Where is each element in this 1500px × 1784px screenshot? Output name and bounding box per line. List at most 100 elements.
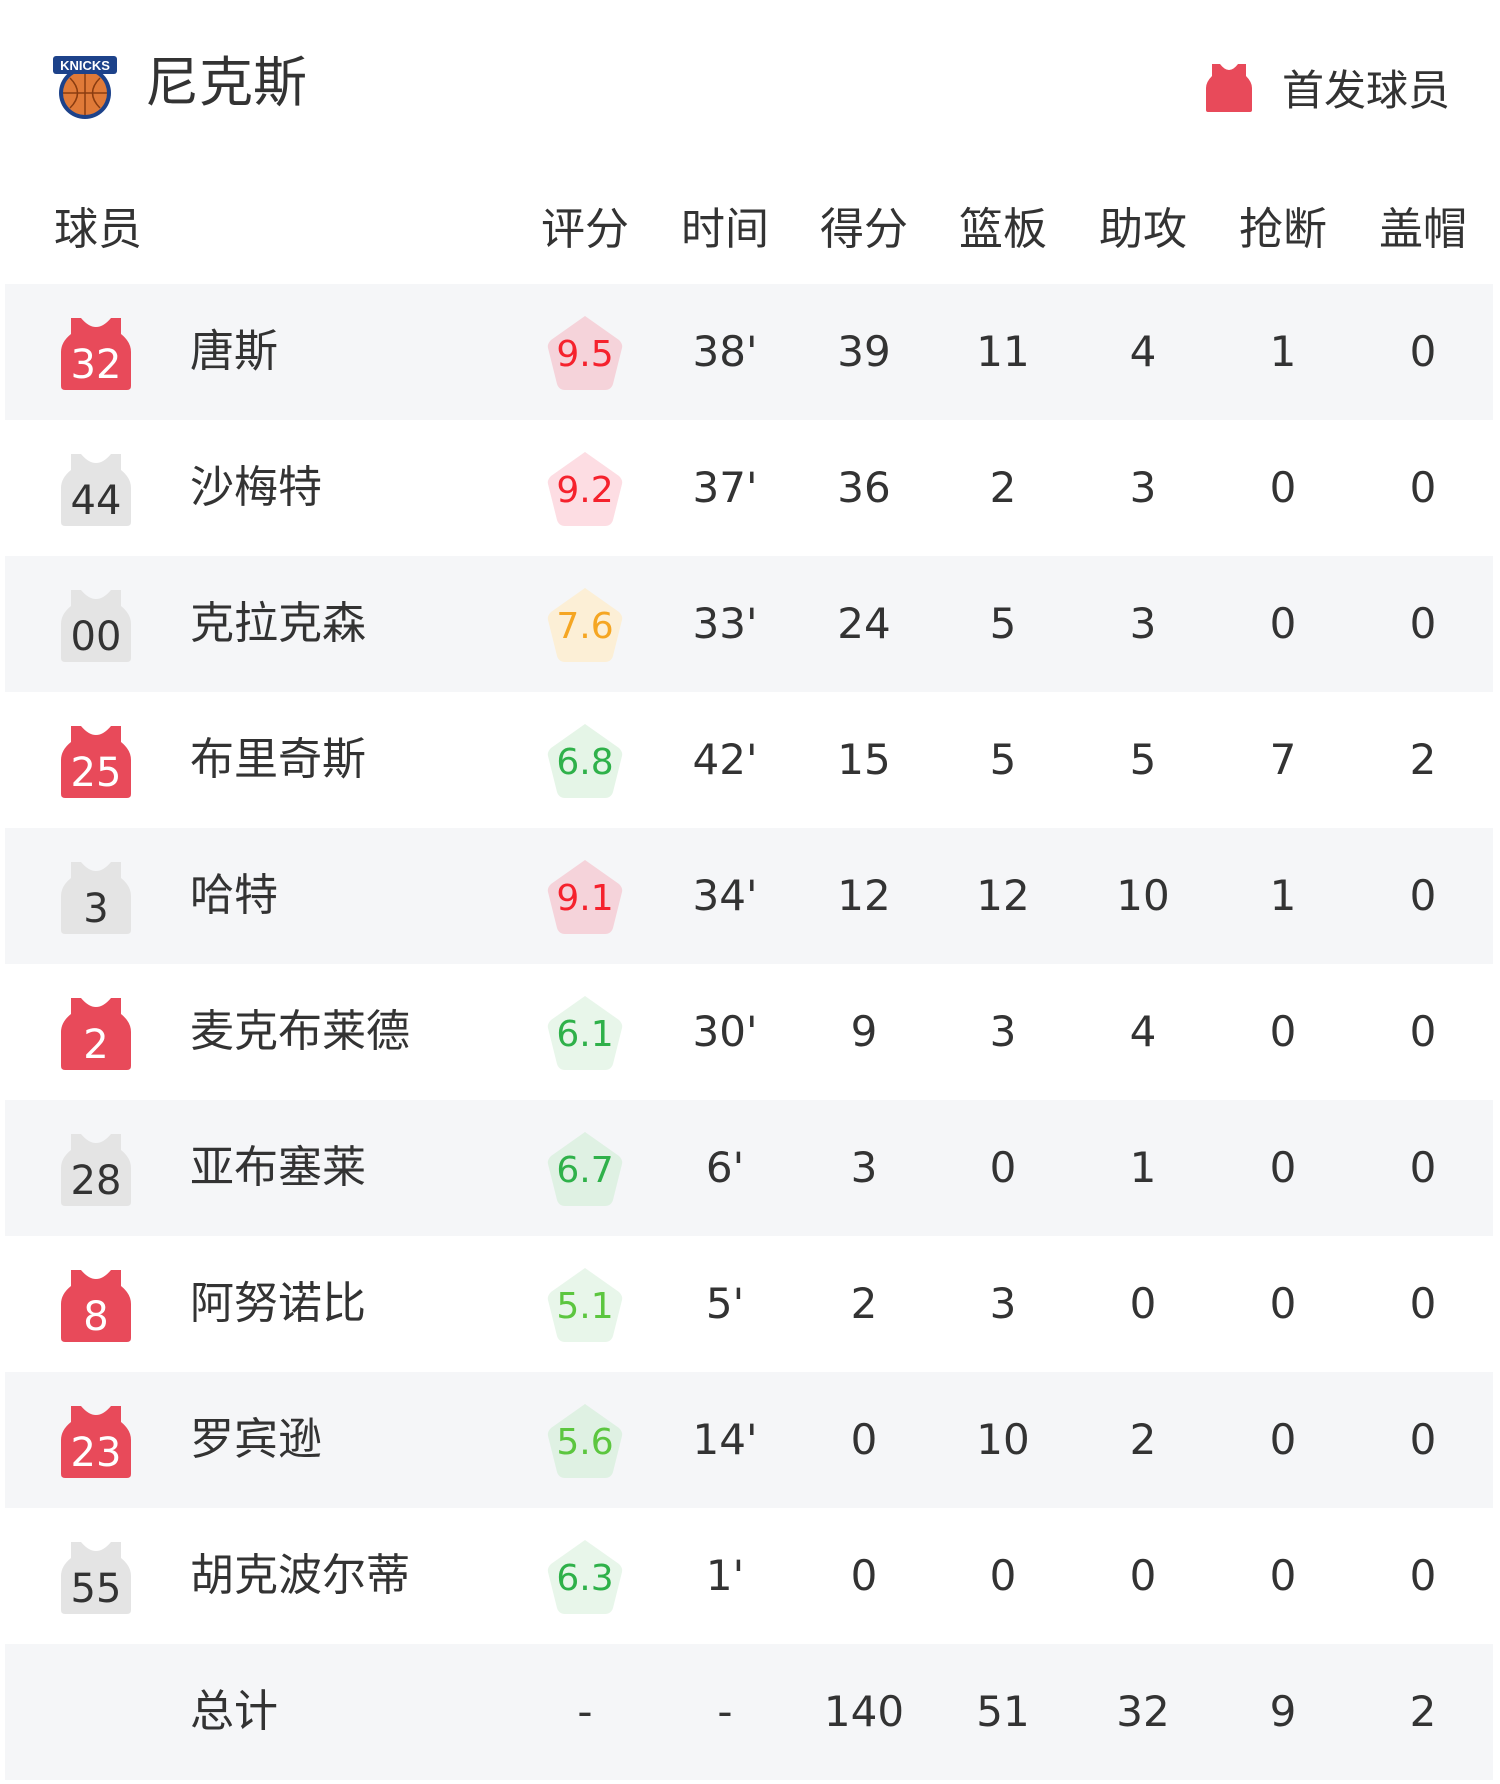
jersey-number: 23 (70, 1430, 122, 1476)
stat-assists: 2 (1129, 1415, 1157, 1464)
col-points[interactable]: 得分 (820, 204, 908, 255)
stat-blocks: 0 (1409, 871, 1437, 920)
rating-value: 6.8 (556, 742, 614, 783)
player-name[interactable]: 布里奇斯 (190, 734, 366, 785)
stat-assists: 5 (1129, 735, 1157, 784)
jersey-icon: 3 (61, 860, 131, 934)
col-time[interactable]: 时间 (681, 204, 769, 255)
jersey-icon: 8 (61, 1268, 131, 1342)
stat-steals: 0 (1269, 599, 1297, 648)
player-row[interactable]: 3 哈特 9.1 34' 12 12 10 1 0 (5, 828, 1493, 964)
stat-blocks: 0 (1409, 1415, 1437, 1464)
player-row[interactable]: 25 布里奇斯 6.8 42' 15 5 5 7 2 (5, 692, 1493, 828)
player-name[interactable]: 阿努诺比 (190, 1278, 366, 1329)
rating-badge: 9.1 (545, 856, 625, 936)
stat-assists: 4 (1129, 1007, 1157, 1056)
player-name[interactable]: 哈特 (190, 870, 278, 921)
player-row[interactable]: 28 亚布塞莱 6.7 6' 3 0 1 0 0 (5, 1100, 1493, 1236)
jersey-number: 2 (83, 1022, 109, 1068)
totals-time: - (717, 1687, 733, 1736)
stat-steals: 1 (1269, 871, 1297, 920)
jersey-icon: 55 (61, 1540, 131, 1614)
player-name[interactable]: 麦克布莱德 (190, 1006, 410, 1057)
stat-rebounds: 10 (976, 1415, 1030, 1464)
rating-badge: 5.6 (545, 1400, 625, 1480)
stat-assists: 4 (1129, 327, 1157, 376)
stat-points: 9 (850, 1007, 878, 1056)
stat-blocks: 2 (1409, 735, 1437, 784)
stat-assists: 0 (1129, 1279, 1157, 1328)
jersey-number: 00 (70, 614, 122, 660)
stat-points: 12 (837, 871, 891, 920)
player-row[interactable]: 32 唐斯 9.5 38' 39 11 4 1 0 (5, 284, 1493, 420)
stat-blocks: 0 (1409, 1007, 1437, 1056)
player-row[interactable]: 2 麦克布莱德 6.1 30' 9 3 4 0 0 (5, 964, 1493, 1100)
rating-badge: 7.6 (545, 584, 625, 664)
rating-badge: 6.1 (545, 992, 625, 1072)
col-player: 球员 (54, 204, 142, 255)
stat-rebounds: 2 (989, 463, 1017, 512)
player-row[interactable]: 8 阿努诺比 5.1 5' 2 3 0 0 0 (5, 1236, 1493, 1372)
col-rebounds[interactable]: 篮板 (959, 204, 1047, 255)
jersey-number: 32 (70, 342, 122, 388)
player-name[interactable]: 胡克波尔蒂 (190, 1550, 410, 1601)
jersey-icon (1205, 64, 1252, 112)
rating-value: 5.1 (556, 1286, 614, 1327)
stat-points: 39 (837, 327, 891, 376)
player-row[interactable]: 44 沙梅特 9.2 37' 36 2 3 0 0 (5, 420, 1493, 556)
player-name[interactable]: 克拉克森 (190, 598, 366, 649)
player-row[interactable]: 00 克拉克森 7.6 33' 24 5 3 0 0 (5, 556, 1493, 692)
stat-assists: 3 (1129, 599, 1157, 648)
totals-rating: - (577, 1687, 593, 1736)
column-headers: 球员 评分 时间 得分 篮板 助攻 抢断 盖帽 (0, 190, 1500, 270)
stat-blocks: 0 (1409, 463, 1437, 512)
jersey-number: 25 (70, 750, 122, 796)
col-blocks[interactable]: 盖帽 (1379, 204, 1467, 255)
team-header: KNICKS 尼克斯 首发球员 (0, 0, 1500, 170)
stat-points: 0 (850, 1415, 878, 1464)
stat-assists: 10 (1116, 871, 1170, 920)
rating-value: 6.3 (556, 1558, 614, 1599)
stat-time: 6' (705, 1143, 745, 1192)
player-row[interactable]: 55 胡克波尔蒂 6.3 1' 0 0 0 0 0 (5, 1508, 1493, 1644)
stat-points: 24 (837, 599, 891, 648)
player-row[interactable]: 23 罗宾逊 5.6 14' 0 10 2 0 0 (5, 1372, 1493, 1508)
rating-value: 5.6 (556, 1422, 614, 1463)
stat-points: 0 (850, 1551, 878, 1600)
stat-rebounds: 0 (989, 1143, 1017, 1192)
jersey-icon: 00 (61, 588, 131, 662)
jersey-number: 55 (70, 1566, 122, 1612)
col-rating[interactable]: 评分 (541, 204, 629, 255)
rating-value: 9.1 (556, 878, 614, 919)
stat-time: 34' (692, 871, 758, 920)
totals-steals: 9 (1269, 1687, 1297, 1736)
logo-text: KNICKS (60, 58, 110, 73)
stat-steals: 1 (1269, 327, 1297, 376)
starter-legend: 首发球员 (1205, 52, 1450, 122)
stat-assists: 1 (1129, 1143, 1157, 1192)
stat-rebounds: 11 (976, 327, 1030, 376)
jersey-number: 28 (70, 1158, 122, 1204)
player-name[interactable]: 罗宾逊 (190, 1414, 322, 1465)
rating-value: 6.1 (556, 1014, 614, 1055)
col-assists[interactable]: 助攻 (1099, 204, 1187, 255)
player-name[interactable]: 沙梅特 (190, 462, 322, 513)
rating-badge: 6.3 (545, 1536, 625, 1616)
totals-row: 总计 - - 140 51 32 9 2 (5, 1644, 1493, 1780)
rating-badge: 9.2 (545, 448, 625, 528)
stat-rebounds: 3 (989, 1279, 1017, 1328)
player-table: 32 唐斯 9.5 38' 39 11 4 1 0 44 沙梅特 9.2 37' 36 2 3 0 0 … (5, 284, 1493, 1780)
stat-rebounds: 5 (989, 735, 1017, 784)
stat-assists: 0 (1129, 1551, 1157, 1600)
col-steals[interactable]: 抢断 (1239, 204, 1327, 255)
rating-badge: 6.8 (545, 720, 625, 800)
rating-value: 6.7 (556, 1150, 614, 1191)
stat-steals: 0 (1269, 1279, 1297, 1328)
player-name[interactable]: 亚布塞莱 (190, 1142, 366, 1193)
player-name[interactable]: 唐斯 (190, 326, 278, 377)
totals-rebounds: 51 (976, 1687, 1030, 1736)
jersey-number: 8 (83, 1294, 109, 1340)
stat-rebounds: 5 (989, 599, 1017, 648)
stat-rebounds: 3 (989, 1007, 1017, 1056)
stat-steals: 0 (1269, 1007, 1297, 1056)
